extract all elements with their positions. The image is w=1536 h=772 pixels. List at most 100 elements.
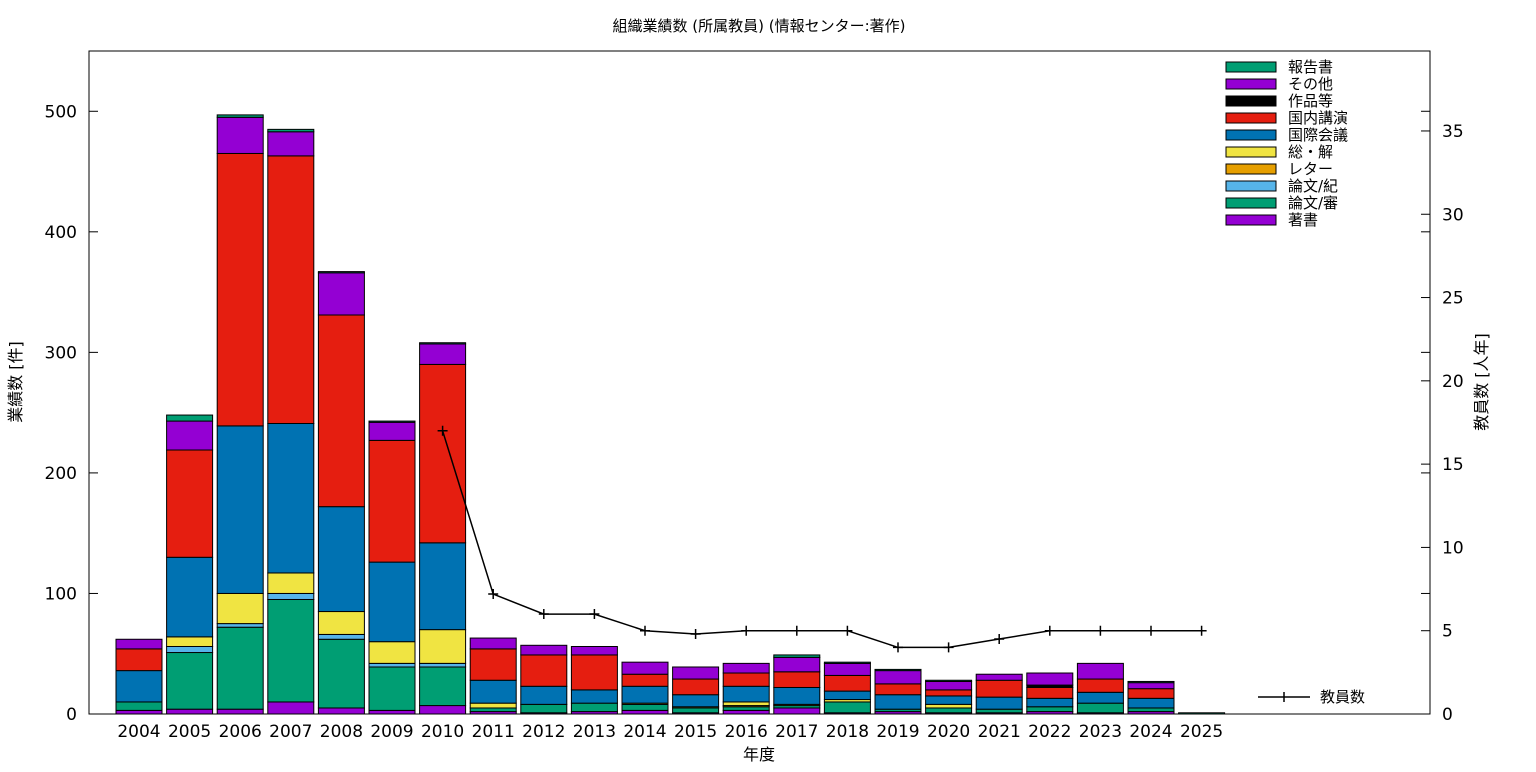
x-tick-label: 2020 xyxy=(927,722,970,742)
bar-segment xyxy=(823,662,871,676)
bar-segment xyxy=(823,690,871,701)
bar-segment xyxy=(1026,697,1074,708)
bar-segment xyxy=(672,707,720,714)
bar-segment xyxy=(925,703,973,709)
bar-segment xyxy=(975,679,1023,698)
x-tick-label: 2011 xyxy=(472,722,515,742)
y2-tick-label: 25 xyxy=(1442,289,1464,309)
bar-segment xyxy=(115,701,163,711)
line-layer xyxy=(437,425,1207,653)
bar-segment xyxy=(570,645,618,656)
x-tick-label: 2015 xyxy=(674,722,717,742)
bar-segment xyxy=(368,709,416,715)
bar-segment xyxy=(621,661,669,675)
bar-segment xyxy=(722,709,770,715)
bar-segment xyxy=(317,611,365,635)
legend-swatch xyxy=(1225,78,1277,90)
bar-segment xyxy=(925,695,973,705)
legend-swatch xyxy=(1225,197,1277,209)
bar-segment xyxy=(621,685,669,704)
x-tick-label: 2012 xyxy=(522,722,565,742)
bar-segment xyxy=(166,449,214,558)
legend-label: 国際会議 xyxy=(1288,126,1348,144)
bar-segment xyxy=(773,654,821,658)
bar-segment xyxy=(368,439,416,563)
bar-segment xyxy=(469,679,517,704)
bar-segment xyxy=(1076,702,1124,714)
axes-layer: 2004 2005 2006 2007 2008 2009 2010 2011 2012 2013… xyxy=(45,50,1464,742)
bar-segment xyxy=(216,114,264,118)
bar-segment xyxy=(722,672,770,687)
bar-segment xyxy=(1127,682,1175,690)
bar-segment xyxy=(672,666,720,680)
legend-label: その他 xyxy=(1288,75,1333,93)
bar-segment xyxy=(520,685,568,705)
bar-segment xyxy=(368,641,416,664)
bar-segment xyxy=(469,702,517,709)
line-point xyxy=(791,625,802,636)
bar-segment xyxy=(672,678,720,696)
bars-layer xyxy=(115,114,1226,715)
bar-segment xyxy=(469,648,517,681)
bar-segment xyxy=(115,638,163,650)
bar-segment xyxy=(1026,706,1074,713)
x-tick-label: 2022 xyxy=(1028,722,1071,742)
bar-segment xyxy=(368,662,416,668)
line-point xyxy=(1095,625,1106,636)
bar-segment xyxy=(115,670,163,703)
bar-segment xyxy=(166,652,214,710)
bar-segment xyxy=(874,670,922,685)
legend-label: 論文/紀 xyxy=(1288,177,1338,195)
line-point xyxy=(1146,625,1156,636)
bar-segment xyxy=(621,673,669,687)
x-tick-label: 2019 xyxy=(876,722,919,742)
bar-segment xyxy=(317,271,365,274)
bar-segment xyxy=(115,709,163,715)
bar-segment xyxy=(216,116,264,154)
bar-segment xyxy=(216,623,264,628)
bar-segment xyxy=(419,666,467,707)
bar-segment xyxy=(267,598,315,703)
bar-segment xyxy=(925,707,973,714)
bar-segment xyxy=(975,708,1023,714)
y2-tick-label: 30 xyxy=(1442,205,1464,225)
bar-segment xyxy=(975,673,1023,681)
bar-segment xyxy=(773,656,821,673)
bar-segment xyxy=(773,686,821,705)
bar-segment xyxy=(317,506,365,613)
bar-segment xyxy=(1127,680,1175,684)
bar-segment xyxy=(1076,678,1124,693)
bar-segment xyxy=(570,702,618,713)
x-tick-label: 2024 xyxy=(1129,722,1172,742)
line-point xyxy=(842,625,853,636)
bar-segment xyxy=(317,638,365,709)
line-point xyxy=(690,629,701,640)
bar-segment xyxy=(216,708,264,715)
y-tick-label: 300 xyxy=(45,343,77,363)
bar-segment xyxy=(874,694,922,710)
y2-tick-label: 35 xyxy=(1442,122,1464,142)
line-point xyxy=(640,625,650,636)
x-tick-label: 2016 xyxy=(725,722,768,742)
y-tick-label: 200 xyxy=(45,464,77,484)
y2-tick-label: 5 xyxy=(1442,622,1453,642)
bar-segment xyxy=(166,414,214,422)
x-tick-label: 2014 xyxy=(623,722,666,742)
bar-segment xyxy=(520,703,568,714)
bar-segment xyxy=(773,671,821,688)
bar-segment xyxy=(267,131,315,157)
bar-segment xyxy=(520,644,568,656)
y-tick-label: 400 xyxy=(45,223,77,243)
line-point xyxy=(538,609,549,620)
bar-segment xyxy=(975,696,1023,710)
y-tick-label: 100 xyxy=(45,584,77,604)
x-tick-label: 2018 xyxy=(826,722,869,742)
bar-segment xyxy=(368,561,416,643)
bar-segment xyxy=(166,556,214,638)
legend-label: 総・解 xyxy=(1288,143,1333,161)
bar-segment xyxy=(1076,691,1124,704)
bar-segment xyxy=(722,685,770,703)
legend-label: 著書 xyxy=(1288,211,1318,229)
bar-segment xyxy=(317,633,365,640)
plot-frame xyxy=(88,50,1431,715)
